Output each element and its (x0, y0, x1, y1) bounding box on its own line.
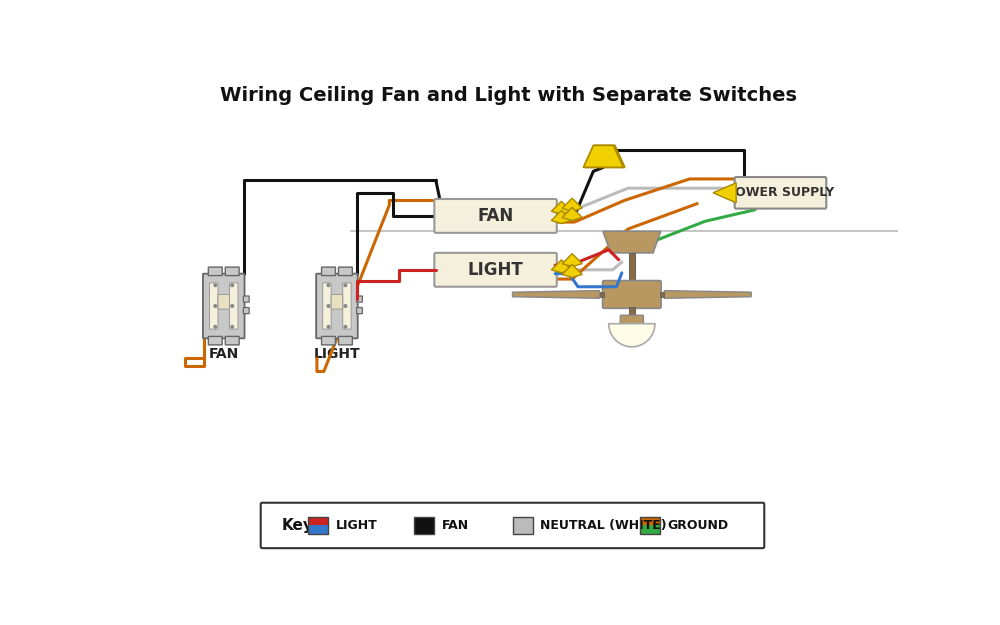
FancyBboxPatch shape (323, 283, 331, 329)
FancyBboxPatch shape (322, 336, 335, 345)
Circle shape (231, 284, 234, 286)
FancyBboxPatch shape (629, 307, 635, 316)
Polygon shape (603, 231, 661, 253)
Circle shape (327, 284, 330, 286)
Circle shape (231, 305, 234, 308)
Wedge shape (609, 324, 655, 347)
Polygon shape (512, 291, 600, 298)
FancyBboxPatch shape (640, 526, 660, 534)
FancyBboxPatch shape (308, 526, 328, 534)
Polygon shape (583, 146, 623, 168)
Circle shape (327, 305, 330, 308)
FancyBboxPatch shape (203, 274, 245, 338)
Text: FAN: FAN (477, 207, 514, 225)
FancyBboxPatch shape (338, 267, 352, 276)
Text: POWER SUPPLY: POWER SUPPLY (726, 186, 835, 199)
Polygon shape (713, 182, 736, 203)
FancyBboxPatch shape (603, 281, 661, 308)
Text: LIGHT: LIGHT (314, 347, 360, 361)
Text: FAN: FAN (209, 347, 239, 361)
FancyBboxPatch shape (218, 294, 230, 309)
Text: FAN: FAN (442, 519, 469, 532)
FancyBboxPatch shape (357, 308, 362, 314)
Polygon shape (551, 260, 571, 273)
FancyBboxPatch shape (243, 296, 249, 302)
FancyBboxPatch shape (261, 503, 764, 548)
Polygon shape (664, 291, 751, 298)
Text: Wiring Ceiling Fan and Light with Separate Switches: Wiring Ceiling Fan and Light with Separa… (220, 86, 797, 105)
FancyBboxPatch shape (210, 283, 218, 329)
Text: Key:: Key: (282, 518, 320, 533)
Circle shape (344, 326, 347, 328)
FancyBboxPatch shape (434, 253, 557, 287)
FancyBboxPatch shape (225, 267, 239, 276)
Circle shape (327, 326, 330, 328)
Polygon shape (562, 264, 582, 278)
FancyBboxPatch shape (434, 199, 557, 233)
Polygon shape (562, 254, 582, 267)
FancyBboxPatch shape (414, 526, 434, 534)
Circle shape (214, 326, 217, 328)
FancyBboxPatch shape (225, 336, 239, 345)
FancyBboxPatch shape (620, 315, 643, 324)
FancyBboxPatch shape (343, 283, 351, 329)
FancyBboxPatch shape (629, 253, 635, 282)
FancyBboxPatch shape (331, 294, 343, 309)
FancyBboxPatch shape (512, 526, 533, 534)
FancyBboxPatch shape (735, 177, 826, 209)
Text: GROUND: GROUND (667, 519, 728, 532)
FancyBboxPatch shape (208, 336, 222, 345)
Polygon shape (562, 198, 582, 211)
Circle shape (214, 284, 217, 286)
Polygon shape (585, 146, 625, 168)
FancyBboxPatch shape (243, 308, 249, 314)
FancyBboxPatch shape (600, 292, 604, 297)
Text: NEUTRAL (WHITE): NEUTRAL (WHITE) (540, 519, 667, 532)
Polygon shape (562, 208, 582, 221)
FancyBboxPatch shape (208, 267, 222, 276)
FancyBboxPatch shape (357, 296, 362, 302)
Circle shape (214, 305, 217, 308)
Polygon shape (551, 211, 571, 224)
FancyBboxPatch shape (660, 292, 664, 297)
Circle shape (344, 284, 347, 286)
Polygon shape (551, 201, 571, 214)
Circle shape (231, 326, 234, 328)
FancyBboxPatch shape (322, 267, 335, 276)
FancyBboxPatch shape (230, 283, 238, 329)
FancyBboxPatch shape (316, 274, 358, 338)
FancyBboxPatch shape (414, 517, 434, 526)
Circle shape (344, 305, 347, 308)
FancyBboxPatch shape (512, 517, 533, 526)
FancyBboxPatch shape (308, 517, 328, 526)
Text: LIGHT: LIGHT (468, 261, 523, 279)
FancyBboxPatch shape (338, 336, 352, 345)
Text: LIGHT: LIGHT (336, 519, 378, 532)
FancyBboxPatch shape (640, 517, 660, 526)
